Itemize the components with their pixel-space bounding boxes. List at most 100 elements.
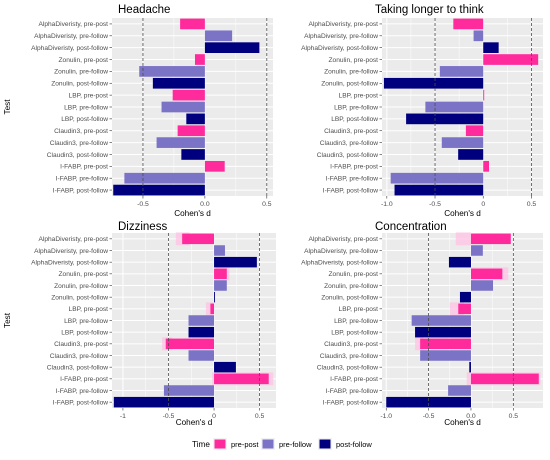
y-tick-label: AlphaDiveristy, post-follow bbox=[31, 45, 108, 52]
y-tick-label: Claudin3, post-follow bbox=[47, 152, 108, 159]
bar-post-follow bbox=[214, 361, 236, 373]
y-tick-label: Zonulin, post-follow bbox=[51, 294, 108, 301]
y-tick-label: AlphaDiveristy, pre-post bbox=[308, 21, 378, 28]
y-tick-label: AlphaDiveristy, pre-post bbox=[308, 236, 378, 243]
y-tick-label: LBP, post-follow bbox=[331, 116, 378, 123]
panel-title: Dizziness bbox=[118, 221, 167, 233]
y-tick-label: I-FABP, pre-post bbox=[60, 164, 108, 171]
legend-key-swatch bbox=[262, 439, 274, 449]
y-tick-label: Claudin3, pre-follow bbox=[320, 140, 379, 147]
bar-pre-post bbox=[453, 18, 484, 30]
y-tick-label: AlphaDiveristy, pre-follow bbox=[34, 33, 108, 40]
legend-item-label: post-follow bbox=[336, 440, 372, 449]
bar-post-follow bbox=[448, 256, 471, 268]
bar-pre-follow bbox=[411, 315, 471, 326]
bar-pre-follow bbox=[204, 30, 233, 42]
y-tick-label: Claudin3, pre-follow bbox=[50, 140, 109, 147]
y-tick-label: LBP, post-follow bbox=[61, 116, 108, 123]
y-tick-label: Zonulin, post-follow bbox=[51, 81, 108, 88]
y-tick-label: AlphaDiveristy, pre-post bbox=[38, 236, 108, 243]
bar-post-follow bbox=[186, 113, 205, 125]
y-tick-label: I-FABP, pre-post bbox=[330, 376, 378, 383]
y-tick-label: Claudin3, post-follow bbox=[317, 152, 378, 159]
bar-pre-post bbox=[214, 373, 269, 385]
bar-post-follow bbox=[458, 149, 484, 160]
x-tick-label: -1.0 bbox=[380, 413, 392, 420]
bar-pre-post bbox=[420, 338, 471, 350]
y-tick-label: I-FABP, post-follow bbox=[53, 399, 108, 406]
y-tick-label: AlphaDiveristy, post-follow bbox=[301, 45, 378, 52]
x-tick-label: -0.5 bbox=[423, 413, 435, 420]
x-tick-label: -0.5 bbox=[429, 201, 441, 208]
bar-post-follow bbox=[188, 326, 215, 338]
interval-band bbox=[415, 337, 424, 351]
y-tick-label: AlphaDiveristy, post-follow bbox=[31, 259, 108, 266]
y-tick-label: Claudin3, pre-post bbox=[54, 341, 108, 348]
x-tick-label: 0.0 bbox=[200, 201, 210, 208]
bar-pre-post bbox=[470, 373, 539, 385]
y-tick-label: LBP, pre-follow bbox=[64, 318, 108, 325]
bar-pre-follow bbox=[448, 385, 471, 396]
bar-post-follow bbox=[152, 77, 205, 89]
x-tick-label: -1.0 bbox=[381, 201, 393, 208]
chart-panel-3: AlphaDiveristy, pre-post AlphaDiveristy, … bbox=[301, 221, 543, 427]
y-tick-label: Claudin3, post-follow bbox=[317, 364, 378, 371]
legend-item-label: pre-follow bbox=[279, 440, 312, 449]
y-tick-label: Zonulin, pre-post bbox=[329, 271, 379, 278]
y-tick-label: LBP, pre-follow bbox=[334, 318, 378, 325]
bar-post-follow bbox=[459, 291, 471, 303]
panel-title: Concentration bbox=[375, 221, 447, 233]
x-tick-label: 0.5 bbox=[262, 201, 272, 208]
x-tick-label: 0.5 bbox=[255, 413, 265, 420]
bar-post-follow bbox=[214, 291, 215, 303]
y-tick-label: LBP, pre-post bbox=[69, 306, 109, 313]
x-tick-label: -0.5 bbox=[163, 413, 175, 420]
bar-pre-post bbox=[210, 303, 215, 315]
chart-panel-0: AlphaDiveristy, pre-post AlphaDiveristy, … bbox=[3, 4, 273, 218]
bar-pre-post bbox=[177, 125, 205, 137]
x-axis-label: Cohen's d bbox=[176, 418, 213, 427]
bar-pre-follow bbox=[441, 137, 484, 148]
y-tick-label: Claudin3, pre-post bbox=[54, 128, 108, 135]
y-tick-label: Claudin3, post-follow bbox=[47, 364, 108, 371]
panel-title: Headache bbox=[118, 4, 170, 16]
y-tick-label: I-FABP, pre-follow bbox=[56, 388, 109, 395]
bar-pre-follow bbox=[161, 101, 205, 113]
bar-pre-post bbox=[483, 89, 485, 101]
legend-key-swatch bbox=[214, 439, 226, 449]
y-tick-label: AlphaDiveristy, post-follow bbox=[301, 259, 378, 266]
y-tick-label: I-FABP, pre-follow bbox=[326, 388, 379, 395]
y-tick-label: LBP, pre-follow bbox=[64, 104, 108, 111]
y-tick-label: Claudin3, pre-follow bbox=[320, 353, 379, 360]
bar-pre-follow bbox=[188, 315, 215, 326]
bar-pre-follow bbox=[214, 280, 227, 291]
bar-post-follow bbox=[113, 184, 205, 196]
x-tick-label: -1 bbox=[120, 413, 126, 420]
bar-post-follow bbox=[386, 396, 471, 408]
y-tick-label: Zonulin, pre-post bbox=[59, 57, 109, 64]
y-tick-label: LBP, pre-post bbox=[339, 306, 379, 313]
bar-post-follow bbox=[181, 149, 205, 160]
y-tick-label: Zonulin, post-follow bbox=[321, 294, 378, 301]
y-tick-label: LBP, post-follow bbox=[331, 329, 378, 336]
bar-pre-post bbox=[180, 18, 205, 30]
bar-pre-follow bbox=[420, 350, 471, 361]
bar-pre-follow bbox=[439, 66, 484, 77]
y-tick-label: Claudin3, pre-post bbox=[324, 128, 378, 135]
bar-post-follow bbox=[113, 396, 215, 408]
x-tick-label: -0.5 bbox=[137, 201, 149, 208]
bar-pre-post bbox=[214, 268, 227, 280]
y-tick-label: Zonulin, pre-follow bbox=[54, 69, 108, 76]
chart-panel-2: AlphaDiveristy, pre-post AlphaDiveristy, … bbox=[3, 221, 276, 427]
x-axis-label: Cohen's d bbox=[174, 209, 211, 218]
bar-pre-post bbox=[172, 89, 205, 101]
x-axis-label: Cohen's d bbox=[444, 418, 481, 427]
bar-pre-follow bbox=[470, 280, 494, 291]
bar-pre-post bbox=[470, 233, 511, 245]
bar-pre-post bbox=[470, 268, 503, 280]
bar-post-follow bbox=[406, 113, 484, 125]
panel-title: Taking longer to think bbox=[375, 4, 484, 16]
bar-post-follow bbox=[483, 42, 499, 54]
bar-pre-post bbox=[458, 303, 471, 315]
